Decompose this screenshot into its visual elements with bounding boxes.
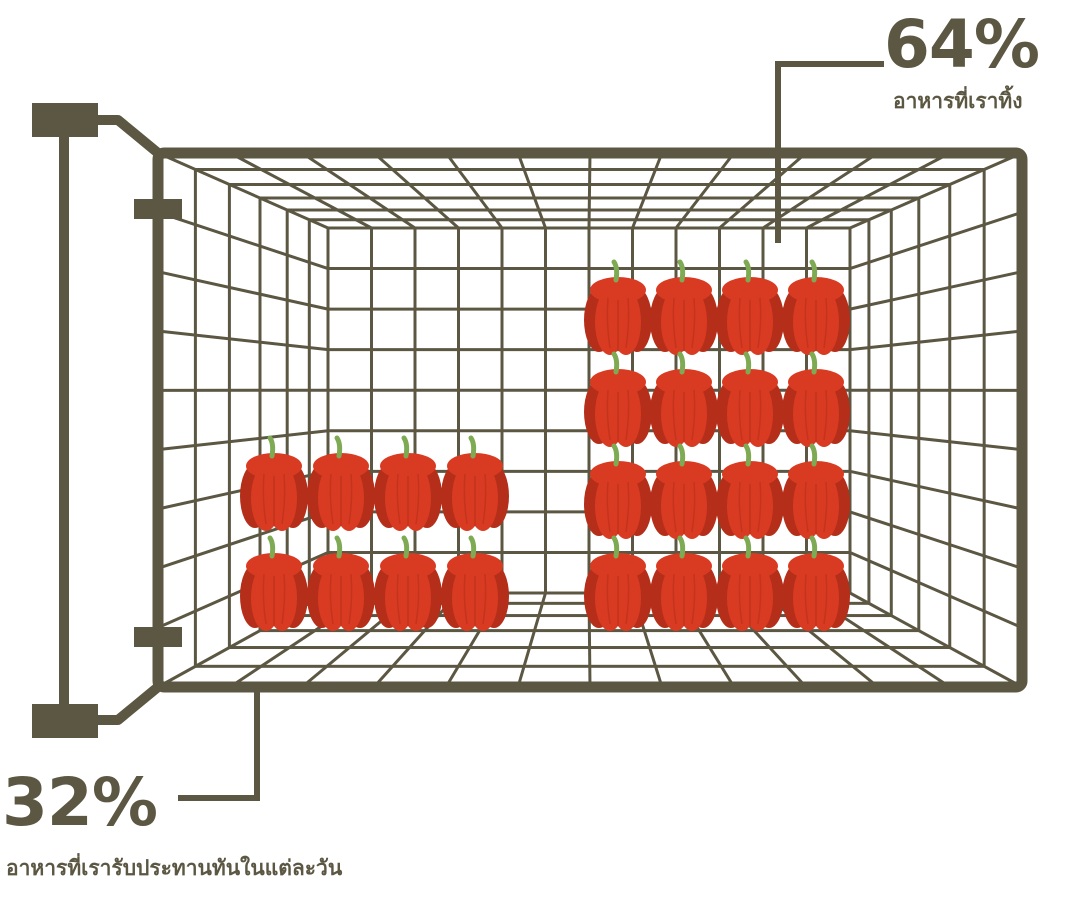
- bell-pepper-icon: [584, 262, 652, 355]
- bell-pepper-icon: [716, 354, 784, 447]
- basket-wire: [156, 329, 330, 352]
- basket-wire: [848, 510, 1024, 570]
- basket-wire: [631, 151, 664, 230]
- bell-pepper-icon: [782, 446, 850, 539]
- leader-line-bottom: [178, 690, 260, 801]
- basket-wire: [848, 429, 1024, 452]
- bell-pepper-icon: [240, 438, 308, 531]
- basket-wire: [444, 151, 504, 230]
- basket-rim: [152, 147, 1028, 693]
- basket-wire: [300, 151, 417, 230]
- basket-wire: [805, 151, 952, 230]
- bell-pepper-icon: [716, 262, 784, 355]
- discarded-percentage: 64%: [884, 6, 1040, 83]
- basket-wire: [156, 210, 330, 271]
- eaten-percentage: 32%: [2, 764, 158, 841]
- basket-handle-arm-top: [93, 115, 163, 158]
- bell-pepper-icon: [584, 446, 652, 539]
- basket-wire: [228, 151, 373, 230]
- basket-wire: [848, 151, 1024, 230]
- basket-wire: [674, 151, 736, 230]
- bell-pepper-icon: [374, 438, 442, 531]
- basket-handle-arm-bottom: [93, 682, 163, 725]
- basket-wire: [718, 151, 808, 230]
- bell-pepper-icon: [650, 354, 718, 447]
- basket-clip: [134, 627, 182, 647]
- bell-pepper-icon: [307, 438, 375, 531]
- bell-pepper-icon: [441, 438, 509, 531]
- leader-lines: [178, 61, 884, 801]
- basket-clip: [134, 199, 182, 219]
- basket-wire: [848, 329, 1024, 352]
- basket-wire: [516, 151, 547, 230]
- basket-wire: [848, 270, 1024, 311]
- basket-wire: [156, 270, 330, 311]
- basket-wire: [516, 591, 547, 689]
- basket-handle-cap-top: [32, 103, 98, 137]
- basket-wire: [848, 210, 1024, 271]
- basket-wire: [848, 469, 1024, 511]
- bell-pepper-icon: [240, 538, 308, 631]
- bell-pepper-icon: [584, 354, 652, 447]
- basket-wire: [587, 151, 592, 230]
- bell-pepper-icon: [782, 354, 850, 447]
- basket-wire: [848, 591, 1024, 689]
- shopping-basket-icon: [32, 103, 1028, 738]
- leader-line-top: [775, 61, 884, 243]
- bell-pepper-icon: [716, 446, 784, 539]
- bell-pepper-icon: [782, 262, 850, 355]
- basket-wire: [156, 429, 330, 452]
- bell-pepper-icon: [650, 446, 718, 539]
- basket-wire: [761, 151, 880, 230]
- basket-wire: [848, 550, 1024, 630]
- bell-pepper-icon: [650, 262, 718, 355]
- basket-wire: [156, 151, 330, 230]
- eaten-caption: อาหารที่เรารับประทานทันในแต่ละวัน: [6, 856, 343, 880]
- basket-wire: [372, 151, 460, 230]
- basket-handle-cap-bottom: [32, 704, 98, 738]
- discarded-caption: อาหารที่เราทิ้ง: [893, 89, 1023, 113]
